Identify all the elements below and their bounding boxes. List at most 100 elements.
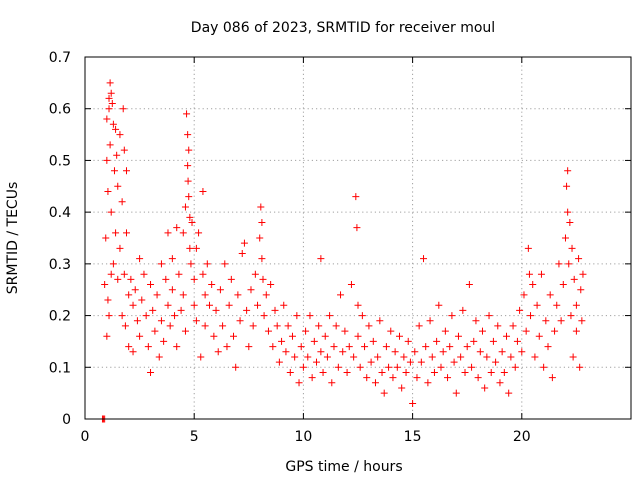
data-point-marker bbox=[395, 332, 403, 340]
data-point-marker bbox=[105, 94, 113, 102]
data-point-marker bbox=[439, 348, 447, 356]
data-point-marker bbox=[291, 353, 299, 361]
data-point-marker bbox=[461, 368, 469, 376]
data-point-marker bbox=[413, 374, 421, 382]
data-point-marker bbox=[264, 327, 272, 335]
data-point-marker bbox=[553, 301, 561, 309]
data-point-marker bbox=[203, 260, 211, 268]
data-point-marker bbox=[546, 291, 554, 299]
y-tick-label: 0.1 bbox=[49, 360, 71, 376]
data-point-marker bbox=[187, 260, 195, 268]
data-point-marker bbox=[175, 270, 183, 278]
data-point-marker bbox=[147, 281, 155, 289]
data-point-marker bbox=[520, 291, 528, 299]
data-point-marker bbox=[531, 353, 539, 361]
data-point-marker bbox=[535, 332, 543, 340]
data-point-marker bbox=[321, 332, 329, 340]
data-point-marker bbox=[537, 270, 545, 278]
data-point-marker bbox=[212, 306, 220, 314]
data-point-marker bbox=[525, 270, 533, 278]
data-point-marker bbox=[542, 317, 550, 325]
data-point-marker bbox=[448, 312, 456, 320]
data-point-marker bbox=[433, 337, 441, 345]
data-point-marker bbox=[470, 337, 478, 345]
data-point-marker bbox=[304, 353, 312, 361]
x-tick-label: 0 bbox=[81, 429, 90, 445]
data-point-marker bbox=[190, 301, 198, 309]
data-point-marker bbox=[138, 296, 146, 304]
data-point-marker bbox=[457, 353, 465, 361]
y-tick-label: 0.3 bbox=[49, 257, 71, 273]
y-tick-label: 0.2 bbox=[49, 309, 71, 325]
data-point-marker bbox=[572, 301, 580, 309]
data-point-marker bbox=[151, 327, 159, 335]
x-tick-label: 5 bbox=[190, 429, 199, 445]
data-point-marker bbox=[188, 218, 196, 226]
data-point-marker bbox=[105, 312, 113, 320]
data-point-marker bbox=[164, 229, 172, 237]
data-point-marker bbox=[529, 281, 537, 289]
data-point-marker bbox=[468, 363, 476, 371]
data-point-marker bbox=[572, 327, 580, 335]
data-point-marker bbox=[565, 260, 573, 268]
data-point-marker bbox=[201, 291, 209, 299]
data-point-marker bbox=[564, 167, 572, 175]
data-point-marker bbox=[302, 327, 310, 335]
data-point-marker bbox=[353, 224, 361, 232]
axis-ticks: 0 5 10 15 20 0 0.1 0.2 0.3 0.4 0.5 0.6 0.7 bbox=[49, 50, 631, 445]
data-point-marker bbox=[527, 312, 535, 320]
y-axis-label: SRMTID / TECUs bbox=[5, 182, 21, 295]
data-point-marker bbox=[181, 203, 189, 211]
data-point-marker bbox=[103, 115, 111, 123]
data-point-marker bbox=[487, 368, 495, 376]
data-point-marker bbox=[114, 275, 122, 283]
data-point-marker bbox=[326, 312, 334, 320]
data-point-marker bbox=[262, 291, 270, 299]
data-point-marker bbox=[106, 141, 114, 149]
data-point-marker bbox=[236, 317, 244, 325]
data-point-marker bbox=[400, 353, 408, 361]
data-point-marker bbox=[160, 337, 168, 345]
data-point-marker bbox=[269, 343, 277, 351]
data-point-marker bbox=[140, 270, 148, 278]
data-point-marker bbox=[339, 348, 347, 356]
data-point-marker bbox=[430, 368, 438, 376]
data-point-marker bbox=[284, 322, 292, 330]
data-point-marker bbox=[319, 368, 327, 376]
data-point-marker bbox=[119, 105, 127, 113]
data-point-marker bbox=[192, 317, 200, 325]
data-point-marker bbox=[489, 337, 497, 345]
data-point-marker bbox=[437, 363, 445, 371]
grid-lines bbox=[85, 57, 631, 419]
data-point-marker bbox=[524, 244, 532, 252]
data-point-marker bbox=[181, 327, 189, 335]
data-point-marker bbox=[385, 363, 393, 371]
data-point-marker bbox=[106, 79, 114, 87]
data-point-marker bbox=[278, 337, 286, 345]
data-point-marker bbox=[358, 312, 366, 320]
data-point-marker bbox=[205, 301, 213, 309]
data-point-marker bbox=[356, 363, 364, 371]
data-point-marker bbox=[120, 270, 128, 278]
data-point-marker bbox=[166, 322, 174, 330]
data-point-marker bbox=[380, 389, 388, 397]
data-point-marker bbox=[271, 306, 279, 314]
y-tick-label: 0 bbox=[62, 412, 71, 428]
data-point-marker bbox=[540, 363, 548, 371]
y-tick-label: 0.4 bbox=[49, 205, 71, 221]
chart-title: Day 086 of 2023, SRMTID for receiver mou… bbox=[191, 20, 495, 36]
data-point-marker bbox=[494, 322, 502, 330]
data-point-marker bbox=[352, 193, 360, 201]
data-point-marker bbox=[564, 208, 572, 216]
data-point-marker bbox=[576, 363, 584, 371]
data-point-marker bbox=[133, 317, 141, 325]
data-point-marker bbox=[563, 182, 571, 190]
data-point-marker bbox=[192, 244, 200, 252]
data-point-marker bbox=[110, 167, 118, 175]
data-point-marker bbox=[142, 312, 150, 320]
data-point-marker bbox=[555, 260, 563, 268]
data-point-marker bbox=[337, 291, 345, 299]
data-point-marker bbox=[208, 281, 216, 289]
data-point-marker bbox=[177, 306, 185, 314]
data-point-marker bbox=[127, 275, 135, 283]
